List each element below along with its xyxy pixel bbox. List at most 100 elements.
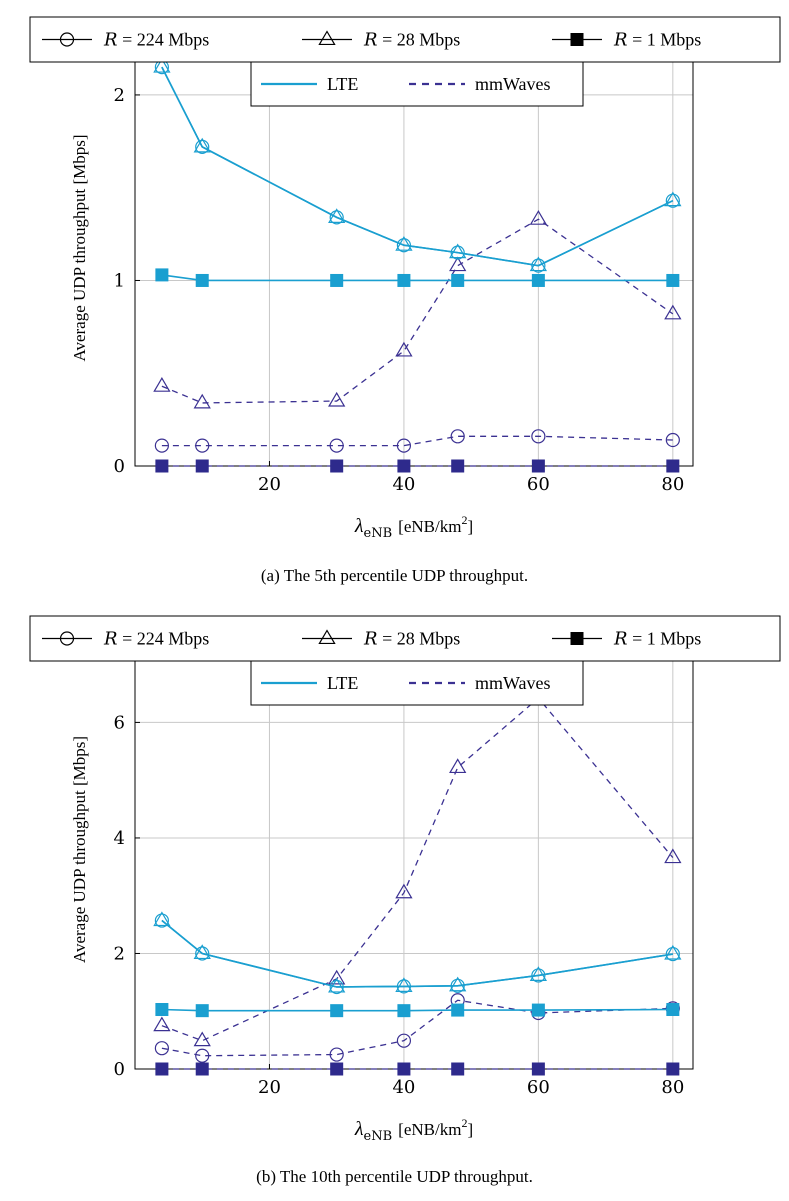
y-tick-label: 2 [114, 943, 125, 964]
data-point-square [451, 1062, 465, 1076]
legend-tech-label-0: LTE [327, 673, 358, 693]
caption-b: (b) The 10th percentile UDP throughput. [256, 1167, 533, 1186]
data-point-circle [665, 432, 680, 448]
data-point-circle [396, 438, 412, 453]
legend-triangle-marker [318, 30, 336, 46]
data-point-triangle [395, 977, 413, 992]
legend-square-marker [570, 33, 584, 46]
data-point-square [195, 459, 209, 473]
data-point-square [155, 268, 169, 282]
data-point-square [451, 1003, 465, 1017]
data-point-circle [329, 210, 344, 225]
series-mmwaves-1mbps [155, 1062, 680, 1076]
caption-a: (a) The 5th percentile UDP throughput. [260, 566, 529, 585]
data-point-circle [195, 946, 210, 961]
data-point-square [330, 459, 344, 473]
y-axis-title: Average UDP throughput [Mbps] [70, 736, 89, 963]
data-point-circle [665, 193, 680, 208]
data-point-square [155, 1062, 169, 1076]
data-point-square [330, 273, 344, 287]
data-point-circle [329, 1047, 344, 1062]
data-point-triangle [328, 969, 346, 985]
legend-tech-label-1: mmWaves [475, 74, 551, 94]
legend-circle-marker [59, 631, 75, 646]
y-tick-label: 1 [114, 270, 125, 291]
data-point-circle [450, 429, 465, 444]
legend-rate-box [29, 16, 781, 63]
data-point-circle [396, 238, 412, 253]
series-line [161, 435, 673, 447]
data-point-circle [195, 438, 210, 453]
data-point-triangle [395, 236, 413, 251]
data-point-square [666, 459, 680, 473]
chart-panel-b: 20 40 60 80 0 2 4 6 Average UDP throughput [Mbps… [0, 600, 789, 1201]
data-point-circle [531, 429, 546, 444]
data-point-square [155, 1003, 169, 1017]
x-tick-label: 20 [258, 474, 281, 495]
chart-a: 20 40 60 80 0 1 2 Average UDP throughput [Mbps]… [29, 16, 781, 541]
series-lte-1mbps [155, 1003, 680, 1018]
data-point-circle [195, 1048, 210, 1063]
legend-rate-label-1: R = 28 Mbps [363, 629, 460, 650]
data-point-square [155, 459, 169, 473]
y-axis-title: Average UDP throughput [Mbps] [70, 134, 89, 361]
data-point-triangle [395, 883, 413, 899]
data-point-triangle [449, 243, 467, 259]
x-tick-label: 60 [527, 1077, 550, 1098]
legend-tech-label-0: LTE [327, 74, 358, 94]
data-point-square [666, 1062, 680, 1076]
data-point-square [195, 1004, 209, 1018]
data-point-square [531, 273, 545, 287]
data-point-circle [396, 1033, 412, 1048]
data-point-circle [195, 139, 210, 154]
legend-tech-label-1: mmWaves [475, 673, 551, 693]
data-point-square [451, 459, 465, 473]
data-point-triangle [664, 944, 682, 960]
data-point-square [195, 273, 209, 287]
series-mmwaves-1mbps [155, 459, 680, 473]
series-lte-28mbps [153, 911, 682, 993]
x-axis-title: λeNB [eNB/km2] [354, 1116, 473, 1144]
series-line [161, 66, 674, 267]
y-tick-label: 2 [114, 85, 125, 106]
legend-rate-label-0: R = 224 Mbps [103, 30, 209, 51]
x-tick-label: 40 [392, 1077, 415, 1098]
data-point-triangle [153, 57, 171, 73]
x-tick-label: 60 [527, 474, 550, 495]
data-point-triangle [529, 256, 548, 272]
data-point-square [330, 1062, 344, 1076]
x-tick-label: 20 [258, 1077, 281, 1098]
legend-rate-label-1: R = 28 Mbps [363, 30, 460, 51]
data-point-triangle [395, 341, 413, 357]
legend-a: R = 224 Mbps R = 28 Mbps R = 1 Mbps LTE mmWa… [29, 16, 781, 107]
series-mmwaves-224mbps [154, 993, 680, 1063]
legend-triangle-marker [318, 629, 336, 645]
series-line [161, 274, 673, 282]
data-point-triangle [153, 911, 171, 927]
series-mmwaves-224mbps [154, 429, 680, 453]
series-line [161, 999, 673, 1057]
legend-rate-label-0: R = 224 Mbps [103, 629, 209, 650]
data-point-circle [329, 438, 344, 453]
legend-circle-marker [59, 32, 75, 47]
data-point-square [397, 1062, 411, 1076]
legend-b: R = 224 Mbps R = 28 Mbps R = 1 Mbps LTE mmWa… [29, 615, 781, 706]
data-point-triangle [328, 977, 346, 993]
data-point-square [531, 1003, 545, 1017]
data-point-circle [531, 258, 546, 273]
series-lte-1mbps [155, 268, 680, 287]
data-point-triangle [449, 758, 467, 774]
data-point-square [330, 1004, 344, 1018]
data-point-square [397, 1004, 411, 1018]
series-line [161, 697, 674, 1042]
data-point-triangle [664, 191, 682, 207]
data-point-square [451, 273, 465, 287]
y-tick-label: 0 [114, 1059, 125, 1080]
chart-b: 20 40 60 80 0 2 4 6 Average UDP throughput [Mbps… [29, 615, 781, 1144]
legend-square-marker [570, 632, 584, 645]
data-point-circle [665, 946, 680, 962]
data-point-circle [154, 913, 169, 928]
data-point-square [666, 273, 680, 287]
y-tick-label: 0 [114, 456, 125, 477]
data-point-square [397, 459, 411, 473]
